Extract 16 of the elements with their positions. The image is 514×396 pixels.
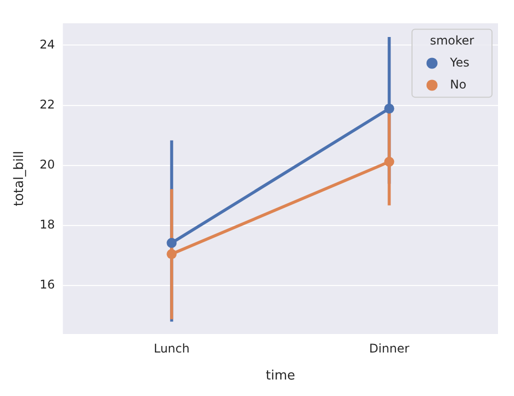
- x-axis-title: time: [266, 368, 296, 384]
- y-tick-label: 22: [40, 97, 55, 112]
- y-tick-label: 18: [40, 218, 55, 232]
- legend-label: Yes: [449, 55, 470, 70]
- y-tick-label: 20: [40, 158, 55, 172]
- x-tick-label: Lunch: [154, 341, 190, 356]
- x-tick-label: Dinner: [369, 341, 410, 356]
- y-axis-title: total_bill: [12, 150, 28, 206]
- point: [384, 156, 394, 167]
- point: [166, 249, 177, 260]
- point: [166, 238, 177, 248]
- y-tick-label: 24: [40, 37, 55, 52]
- legend-label: No: [450, 77, 466, 92]
- legend-title: smoker: [430, 33, 474, 48]
- y-tick-label: 16: [40, 278, 55, 292]
- point: [384, 104, 394, 114]
